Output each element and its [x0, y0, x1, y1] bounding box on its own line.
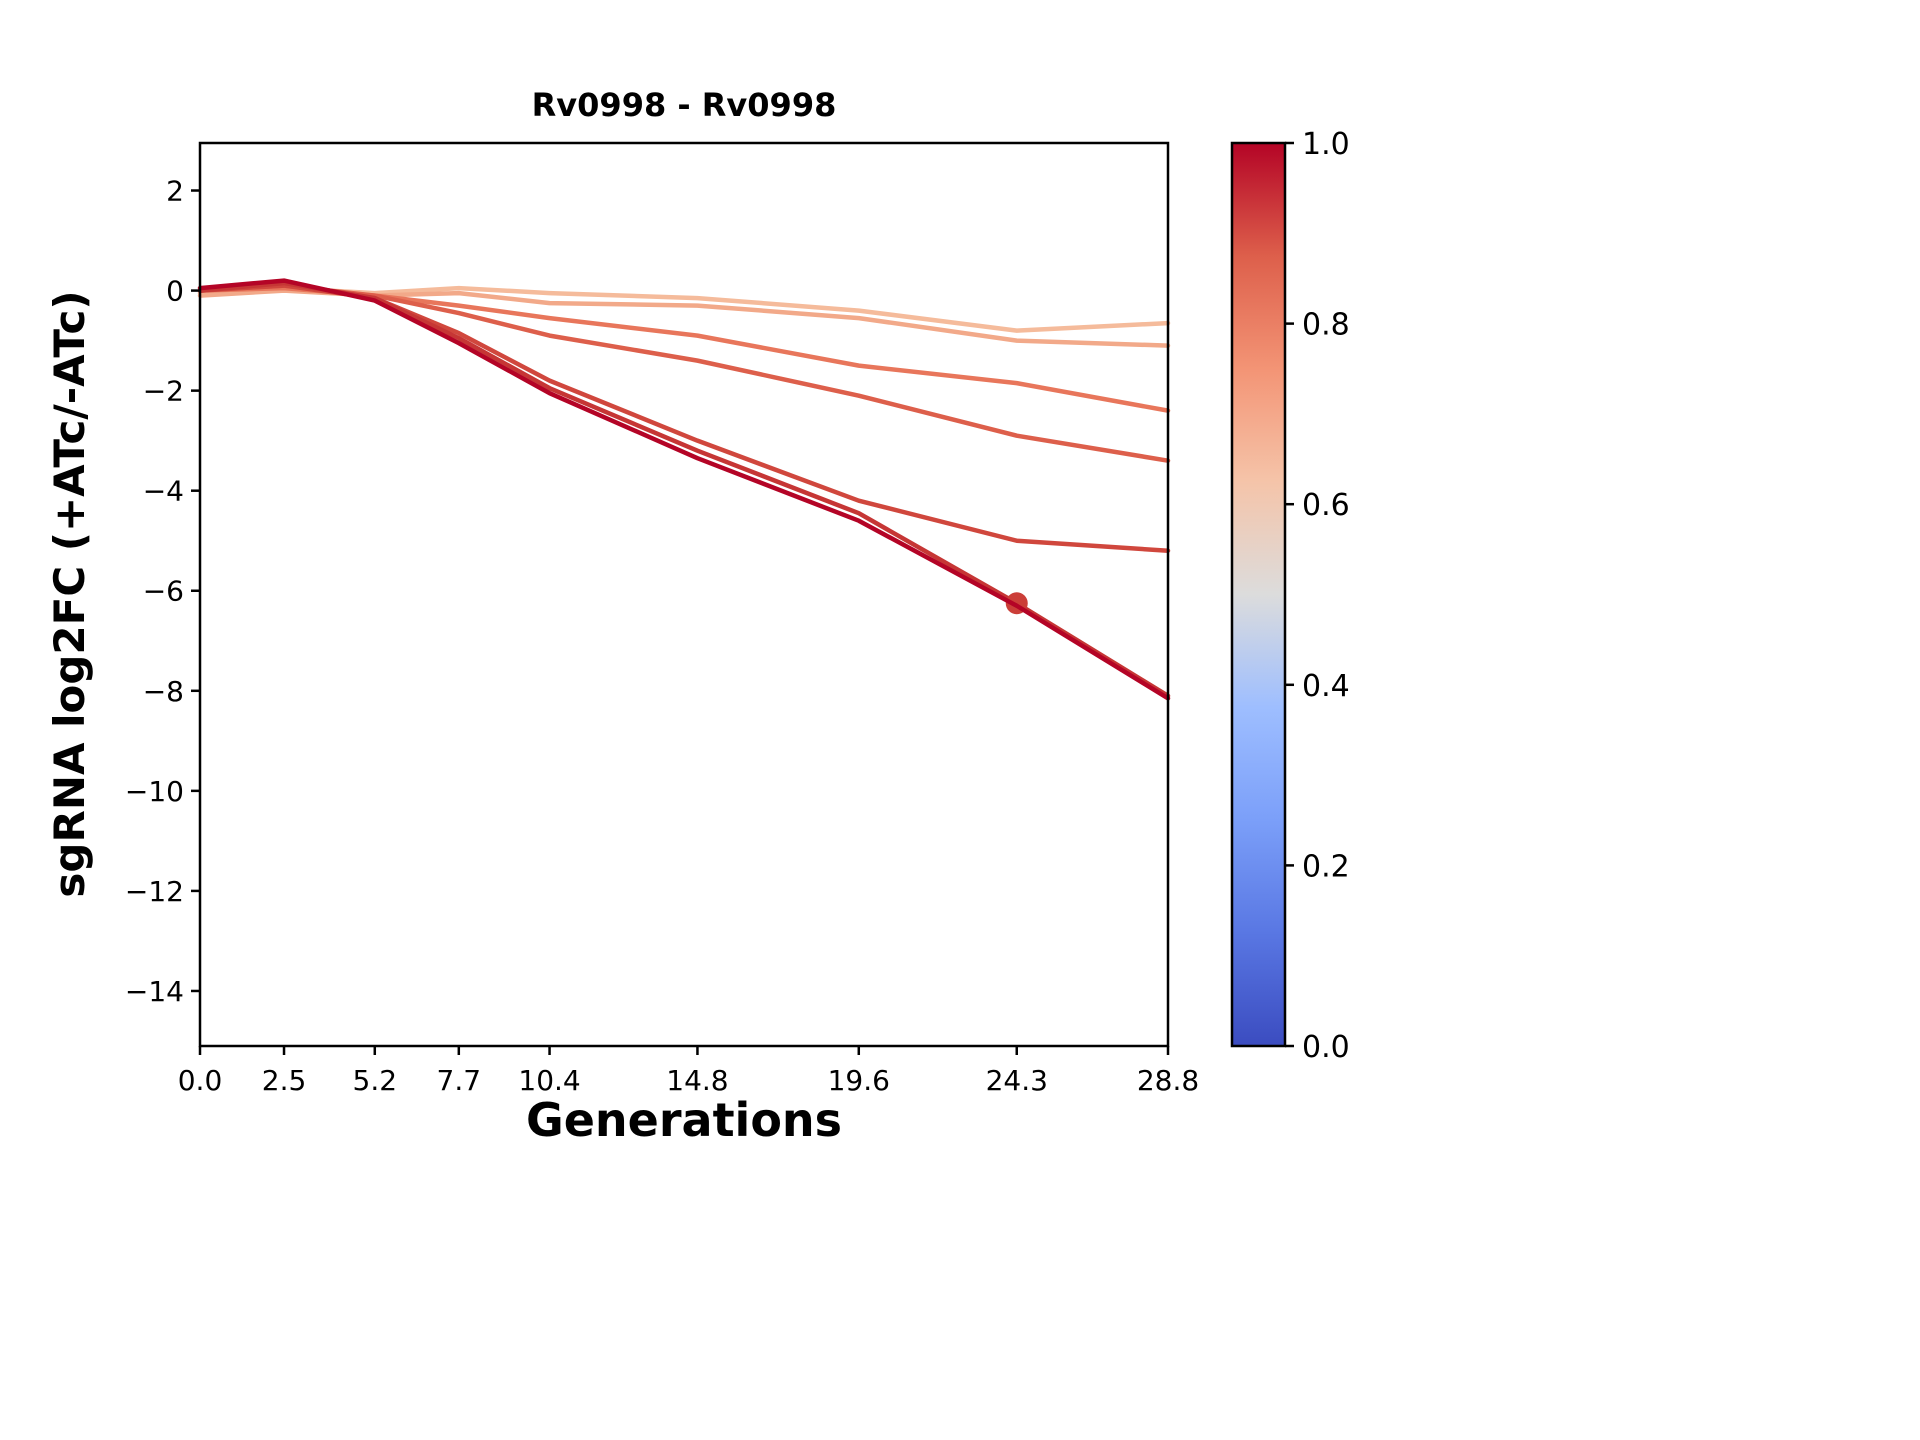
- colorbar-tick-label: 0.0: [1302, 1030, 1350, 1065]
- x-tick-label: 14.8: [666, 1064, 728, 1097]
- colorbar-tick-label: 0.4: [1302, 669, 1350, 704]
- colorbar-ticks: 1.0 0.8 0.6 0.4 0.2 0.0: [1285, 127, 1350, 1065]
- plot-area-border: [198, 141, 1170, 1048]
- y-tick-label: 0: [166, 275, 184, 308]
- x-axis-label: Generations: [526, 1093, 842, 1147]
- x-tick-label: 7.7: [437, 1064, 482, 1097]
- x-tick-label: 0.0: [178, 1064, 223, 1097]
- chart-title: Rv0998 - Rv0998: [532, 86, 837, 124]
- colorbar-tick-label: 1.0: [1302, 127, 1350, 162]
- y-tick-label: −6: [143, 575, 184, 608]
- x-tick-label: 24.3: [986, 1064, 1048, 1097]
- series-line-sgRNA-7: [197, 278, 1171, 701]
- y-tick-label: −12: [125, 875, 184, 908]
- x-tick-label: 19.6: [828, 1064, 890, 1097]
- x-axis-ticks: 0.0 2.5 5.2 7.7 10.4 14.8 19.6 24.3 28.8: [178, 1046, 1199, 1097]
- colorbar-border: [1230, 141, 1287, 1048]
- y-axis-label: sgRNA log2FC (+ATc/-ATc): [45, 290, 94, 897]
- y-axis-ticks: 2 0 −2 −4 −6 −8 −10 −12 −14: [125, 175, 200, 1008]
- x-tick-label: 28.8: [1137, 1064, 1199, 1097]
- colorbar-tick-label: 0.8: [1302, 308, 1350, 343]
- series-line-sgRNA-5: [197, 283, 1171, 553]
- colorbar-tick-label: 0.2: [1302, 849, 1350, 884]
- y-tick-label: −2: [143, 375, 184, 408]
- y-tick-label: 2: [166, 175, 184, 208]
- x-tick-label: 5.2: [353, 1064, 398, 1097]
- y-tick-label: −10: [125, 775, 184, 808]
- colorbar-tick-label: 0.6: [1302, 488, 1350, 523]
- y-tick-label: −8: [143, 675, 184, 708]
- x-tick-label: 10.4: [518, 1064, 580, 1097]
- y-tick-label: −4: [143, 475, 184, 508]
- series-lines: [197, 278, 1171, 701]
- colorbar-gradient: [1232, 143, 1285, 1046]
- series-line-sgRNA-6: [197, 280, 1171, 699]
- x-tick-label: 2.5: [262, 1064, 307, 1097]
- y-tick-label: −14: [125, 975, 184, 1008]
